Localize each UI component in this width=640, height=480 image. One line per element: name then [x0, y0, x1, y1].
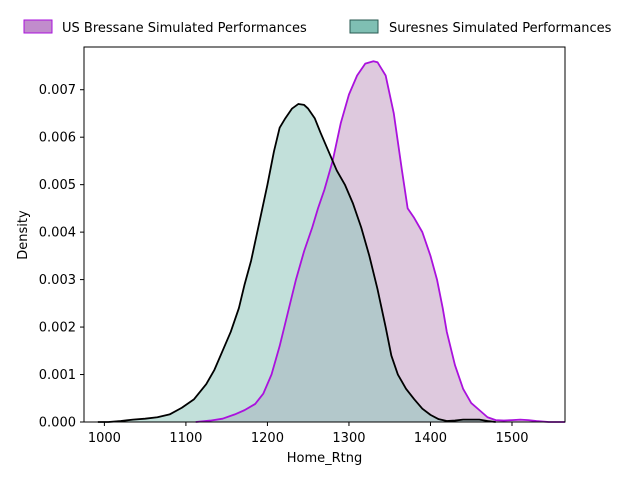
y-tick-label: 0.003 — [39, 273, 76, 288]
y-tick-label: 0.001 — [39, 368, 76, 383]
legend: US Bressane Simulated Performances Sures… — [23, 19, 612, 36]
y-tick-label: 0.000 — [39, 416, 76, 431]
density-line-0 — [195, 60, 565, 423]
legend-label-us-bressane: US Bressane Simulated Performances — [62, 21, 307, 36]
x-tick-label: 1200 — [251, 431, 284, 446]
x-tick-label: 1300 — [332, 431, 365, 446]
x-axis: 1000 1100 1200 1300 1400 1500 — [88, 422, 529, 446]
x-tick-label: 1100 — [169, 431, 202, 446]
density-line-1 — [97, 103, 496, 423]
x-tick-label: 1000 — [88, 431, 121, 446]
y-tick-label: 0.004 — [39, 226, 76, 241]
y-tick-label: 0.006 — [39, 131, 76, 146]
y-tick-label: 0.005 — [39, 178, 76, 193]
y-axis-label: Density — [16, 210, 31, 260]
legend-label-suresnes: Suresnes Simulated Performances — [389, 21, 612, 36]
plot-area — [97, 60, 565, 423]
x-tick-label: 1400 — [414, 431, 447, 446]
legend-swatch-suresnes — [349, 19, 379, 34]
plot-frame — [83, 46, 566, 423]
y-tick-label: 0.007 — [39, 83, 76, 98]
density-area-1 — [97, 103, 496, 423]
legend-swatch-us-bressane — [23, 19, 53, 34]
y-tick-label: 0.002 — [39, 321, 76, 336]
x-tick-label: 1500 — [495, 431, 528, 446]
x-axis-label: Home_Rtng — [287, 451, 363, 466]
y-axis: 0.000 0.001 0.002 0.003 0.004 0.005 0.006 0.007 — [39, 83, 84, 431]
